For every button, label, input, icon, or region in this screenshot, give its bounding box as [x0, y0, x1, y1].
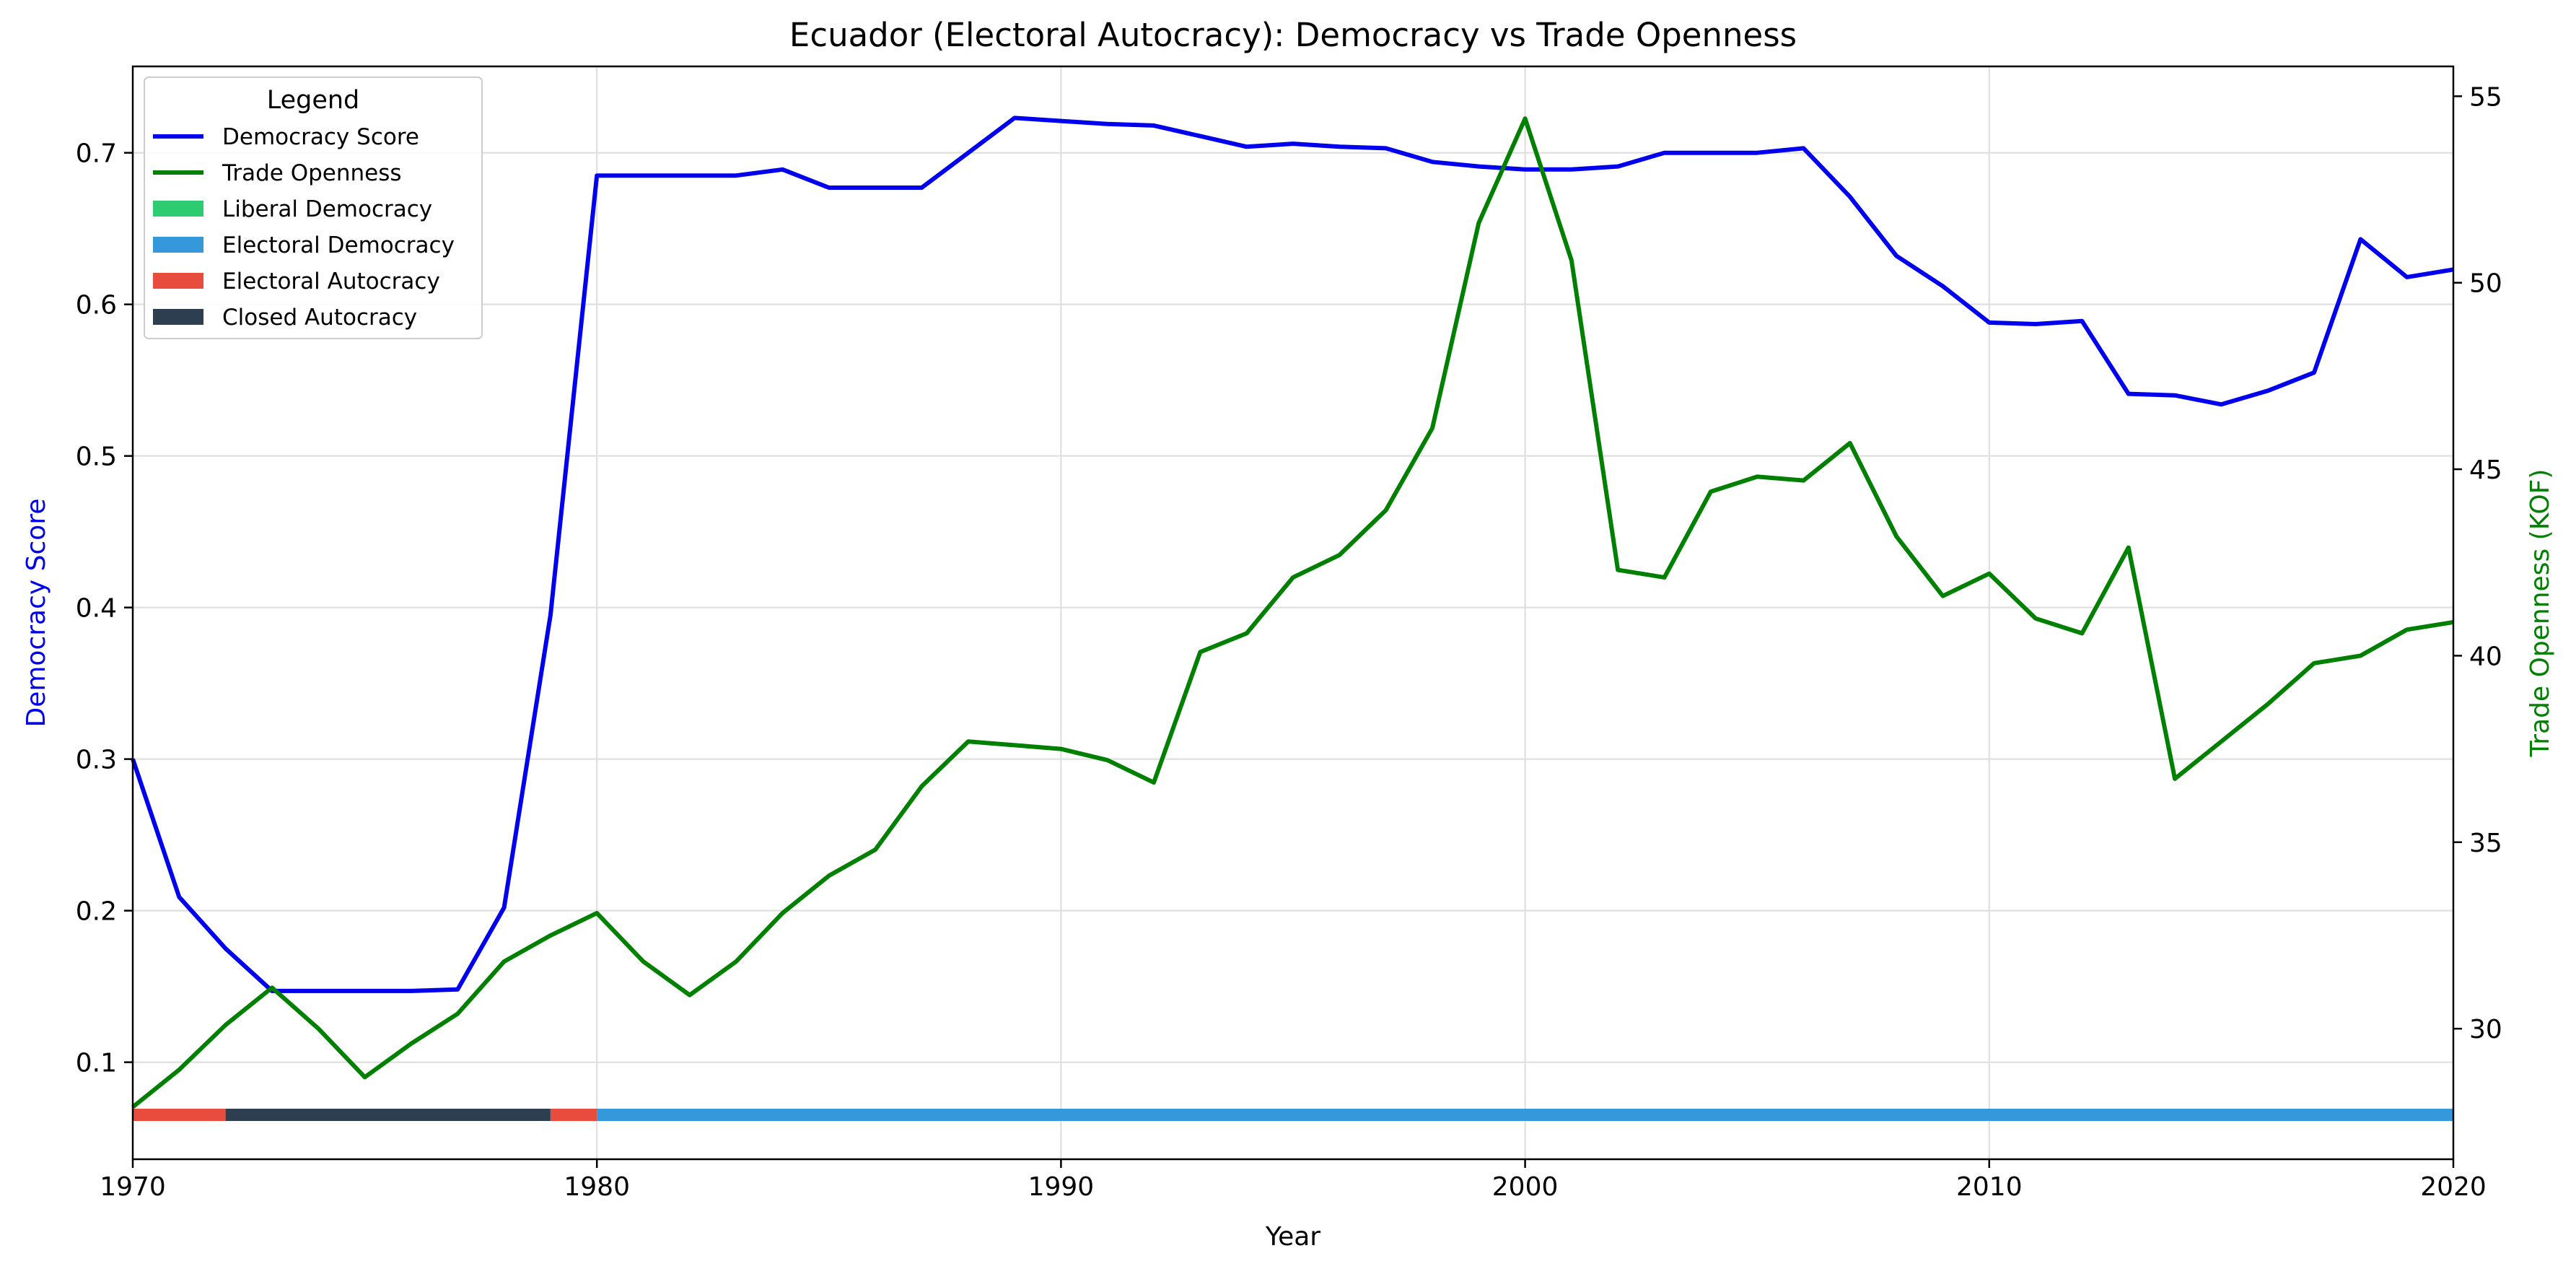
y2-tick-label: 55: [2469, 82, 2502, 112]
x-tick-label: 2000: [1492, 1172, 1559, 1202]
regime-band: [597, 1109, 2454, 1121]
y-axis-label: Democracy Score: [22, 499, 51, 728]
y-tick-label: 0.2: [76, 897, 117, 927]
legend-patch-swatch: [153, 201, 203, 217]
x-tick-label: 1990: [1028, 1172, 1095, 1202]
x-tick-label: 2010: [1956, 1172, 2023, 1202]
legend-label: Trade Openness: [222, 160, 402, 186]
legend-label: Closed Autocracy: [222, 305, 417, 331]
regime-band: [133, 1109, 226, 1121]
legend-label: Electoral Democracy: [222, 232, 455, 258]
y2-tick-label: 35: [2469, 829, 2502, 858]
x-tick-label: 1980: [564, 1172, 630, 1202]
y2-tick-label: 40: [2469, 642, 2502, 671]
y-tick-label: 0.4: [76, 594, 117, 624]
series-lines: [131, 115, 2454, 1109]
y-tick-label: 0.5: [76, 442, 117, 472]
x-tick-label: 2020: [2420, 1172, 2487, 1202]
y2-tick-label: 45: [2469, 455, 2502, 485]
y2-axis-label: Trade Openness (KOF): [2525, 469, 2555, 758]
regime-bands: [133, 1109, 2454, 1121]
x-tick-label: 1970: [100, 1172, 166, 1202]
y-tick-label: 0.6: [76, 291, 117, 320]
regime-band: [550, 1109, 597, 1121]
legend-label: Democracy Score: [222, 124, 419, 150]
y-tick-label: 0.3: [76, 746, 117, 775]
axis-ticks: 1970 1980 1990 2000 2010 2020 0.1 0.2 0.3 0.4 0.5 0…: [76, 82, 2502, 1202]
x-axis-label: Year: [1265, 1222, 1320, 1252]
regime-band: [225, 1109, 551, 1121]
plot-frame: [131, 65, 2455, 1161]
legend-patch-swatch: [153, 309, 203, 325]
legend-title: Legend: [267, 86, 360, 115]
chart-title: Ecuador (Electoral Autocracy): Democracy…: [789, 16, 1797, 54]
legend-label: Liberal Democracy: [222, 196, 432, 222]
legend-patch-swatch: [153, 237, 203, 253]
legend: Legend Democracy Score Trade Openness Libe…: [144, 77, 483, 339]
legend-patch-swatch: [153, 273, 203, 289]
y-tick-label: 0.7: [76, 139, 117, 169]
y2-tick-label: 50: [2469, 269, 2502, 299]
y-tick-label: 0.1: [76, 1049, 117, 1078]
grid: [132, 66, 2454, 1159]
legend-label: Electoral Autocracy: [222, 269, 440, 294]
series-line: [131, 116, 2454, 1109]
y2-tick-label: 30: [2469, 1015, 2502, 1044]
legend-box: [144, 77, 483, 339]
series-line: [131, 115, 2454, 993]
